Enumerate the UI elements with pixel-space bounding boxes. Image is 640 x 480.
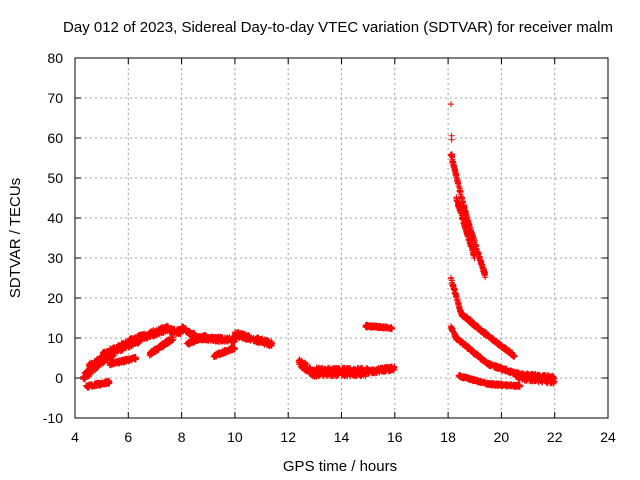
data-point xyxy=(125,357,132,364)
data-point xyxy=(105,379,112,385)
data-point xyxy=(109,350,115,356)
data-point xyxy=(166,329,173,336)
data-point xyxy=(225,337,232,344)
data-point xyxy=(448,136,455,143)
x-tick-label: 10 xyxy=(227,429,243,445)
data-point xyxy=(107,345,113,352)
x-tick-label: 8 xyxy=(178,429,186,445)
x-tick-label: 18 xyxy=(440,429,456,445)
data-point xyxy=(107,352,114,359)
x-tick-label: 24 xyxy=(600,429,616,445)
data-point xyxy=(448,101,454,108)
data-point xyxy=(194,338,201,344)
y-tick-label: -10 xyxy=(43,410,63,426)
data-point xyxy=(117,348,124,354)
chart-title: Day 012 of 2023, Sidereal Day-to-day VTE… xyxy=(63,19,613,36)
y-tick-label: 80 xyxy=(47,50,63,66)
data-point xyxy=(111,359,118,366)
data-point xyxy=(125,342,132,348)
data-point xyxy=(175,329,181,336)
data-point xyxy=(152,349,159,355)
y-tick-label: 30 xyxy=(47,250,63,266)
data-point xyxy=(88,362,95,368)
y-tick-label: 20 xyxy=(47,290,63,306)
y-tick-label: 10 xyxy=(47,330,63,346)
data-point xyxy=(128,354,135,361)
data-point xyxy=(103,352,109,359)
data-point xyxy=(136,334,143,341)
data-point xyxy=(150,330,157,337)
y-tick-label: 50 xyxy=(47,170,63,186)
x-tick-label: 6 xyxy=(124,429,132,445)
data-point xyxy=(158,324,165,331)
data-point xyxy=(210,338,217,345)
x-tick-label: 20 xyxy=(494,429,510,445)
data-point xyxy=(201,332,208,339)
data-point xyxy=(99,349,106,356)
data-point xyxy=(80,375,87,381)
x-axis-label: GPS time / hours xyxy=(283,458,397,475)
y-tick-label: 60 xyxy=(47,130,63,146)
data-point xyxy=(111,346,118,353)
data-point xyxy=(153,345,160,352)
x-tick-label: 4 xyxy=(71,429,79,445)
x-tick-label: 14 xyxy=(334,429,350,445)
data-point xyxy=(186,340,193,347)
data-point xyxy=(87,366,94,373)
x-tick-label: 22 xyxy=(547,429,563,445)
x-tick-label: 16 xyxy=(387,429,403,445)
data-point xyxy=(170,336,177,343)
data-point xyxy=(186,328,193,334)
data-point xyxy=(202,332,209,338)
data-point xyxy=(179,326,186,333)
data-point xyxy=(165,340,172,347)
grid-layer xyxy=(75,58,608,418)
data-point xyxy=(121,345,128,352)
y-tick-label: 70 xyxy=(47,90,63,106)
y-axis-label: SDTVAR / TECUs xyxy=(7,178,24,298)
data-point xyxy=(148,351,155,358)
data-points xyxy=(80,101,558,391)
y-tick-label: 40 xyxy=(47,210,63,226)
data-point xyxy=(187,332,194,339)
x-tick-label: 12 xyxy=(280,429,296,445)
data-point xyxy=(155,329,162,336)
y-tick-label: 0 xyxy=(55,370,63,386)
data-point xyxy=(160,342,167,349)
data-point xyxy=(84,383,91,390)
data-point xyxy=(106,362,113,369)
data-point xyxy=(215,334,222,341)
data-point xyxy=(140,331,147,338)
data-point xyxy=(229,336,236,343)
data-point xyxy=(220,337,227,344)
data-point xyxy=(88,382,95,389)
